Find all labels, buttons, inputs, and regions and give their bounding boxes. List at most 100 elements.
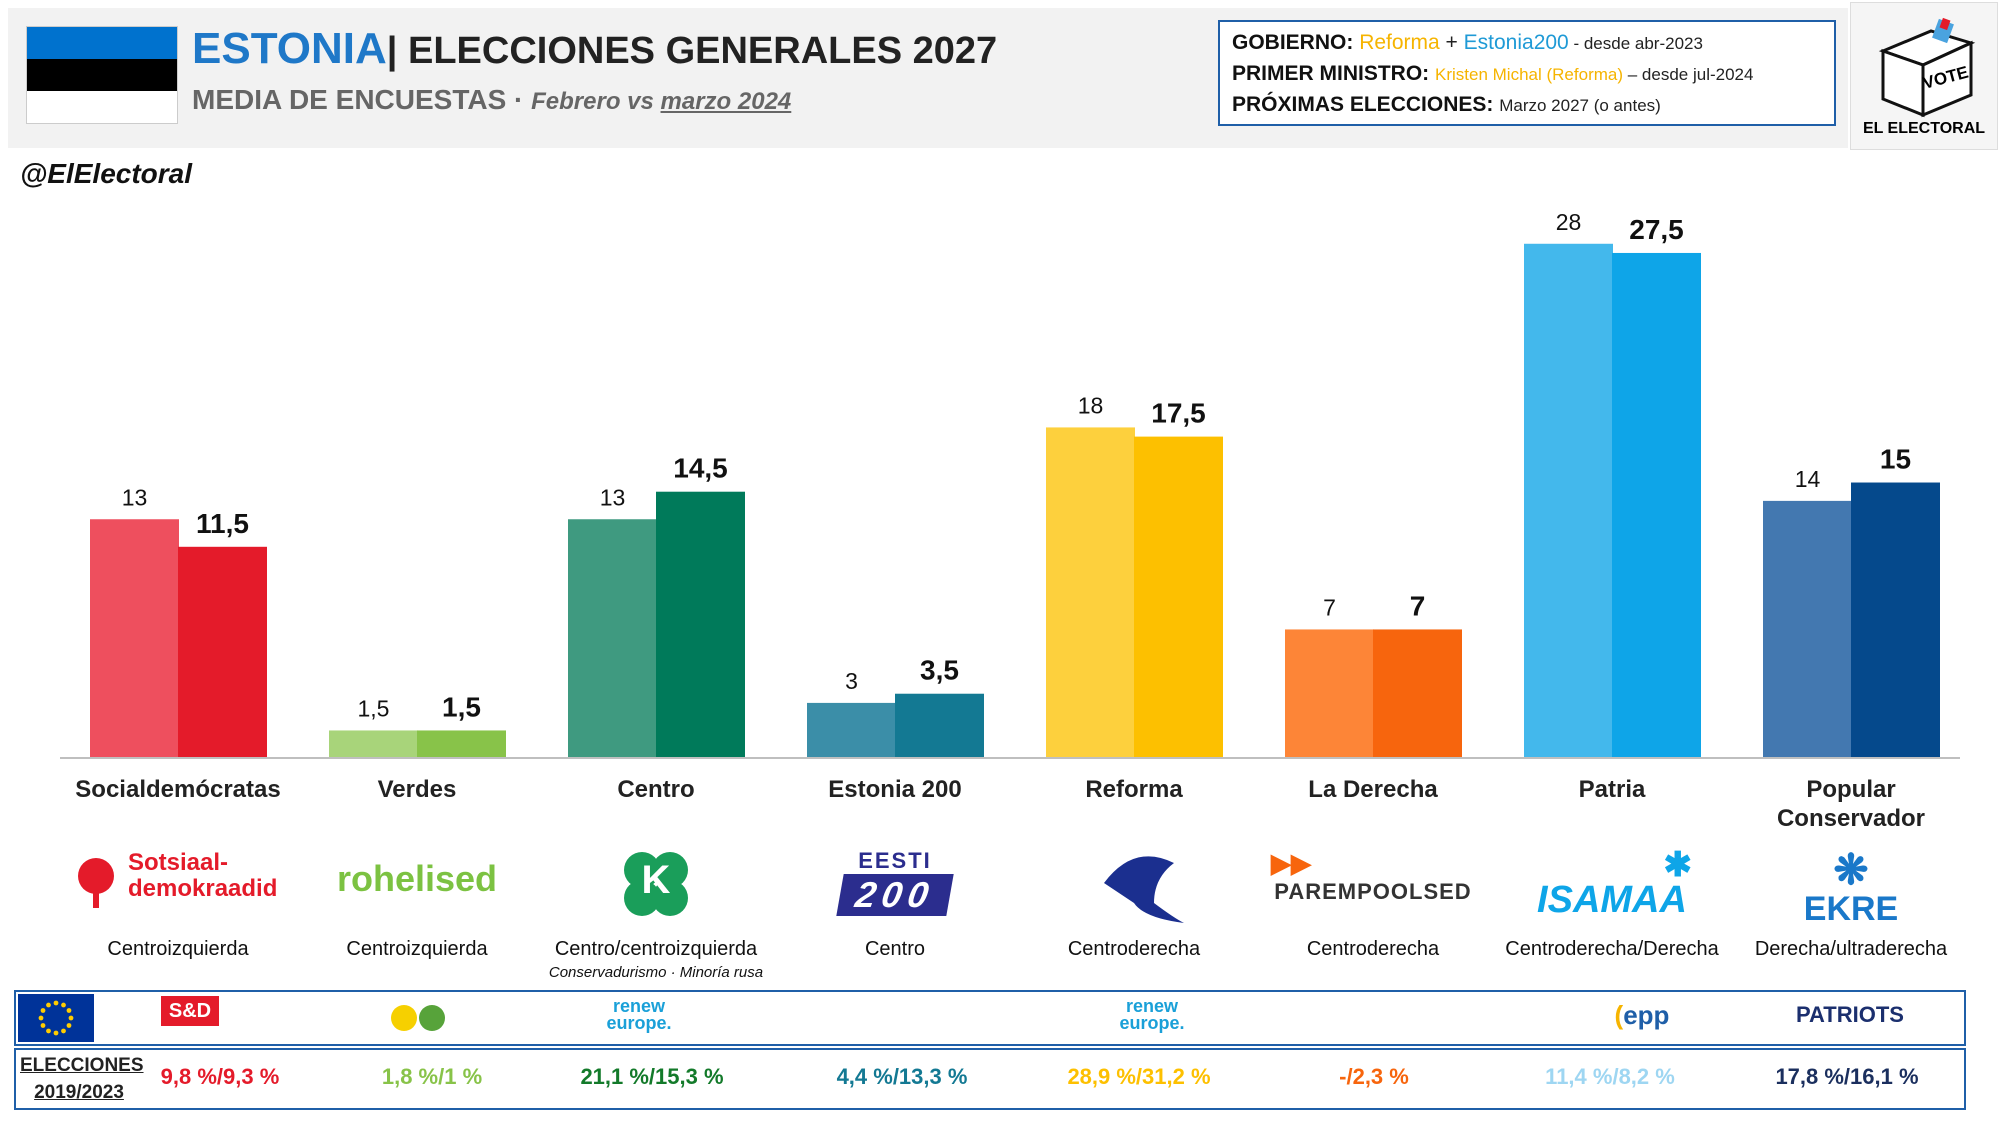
election-result: 4,4 %/13,3 %	[836, 1064, 968, 1089]
bar-previous	[807, 702, 896, 758]
bar-current	[1612, 252, 1701, 758]
pm-since: – desde jul-2024	[1623, 65, 1754, 84]
bar-current	[1134, 436, 1223, 758]
party-logo: ▶▶ PAREMPOOLSED	[1263, 848, 1483, 928]
value-label-current: 17,5	[1151, 398, 1206, 429]
next-note: (o antes)	[1589, 96, 1661, 115]
eu-group-logo: renew europe.	[606, 996, 672, 1033]
subtitle-period: Febrero vs	[531, 88, 661, 115]
eu-star	[61, 1002, 66, 1008]
ideology-label: Derecha/ultraderecha	[1754, 938, 1948, 960]
value-label-previous: 13	[122, 484, 148, 510]
eu-group-logo: (epp	[1614, 1000, 1670, 1030]
bar-current	[417, 730, 506, 758]
bar-current	[1373, 629, 1462, 758]
gov-since: - desde abr-2023	[1568, 34, 1703, 53]
elections-label: ELECCIONES 2019/2023	[20, 1052, 144, 1106]
ideology-label: Centroderecha	[1067, 938, 1201, 960]
gov-label: GOBIERNO:	[1232, 31, 1354, 54]
subtitle: MEDIA DE ENCUESTAS · Febrero vs marzo 20…	[192, 84, 791, 116]
election-result: 1,8 %/1 %	[381, 1064, 483, 1089]
election-result: -/2,3 %	[1339, 1064, 1409, 1089]
eu-star	[68, 1015, 74, 1021]
bar-current	[895, 693, 984, 758]
party-logo: EESTI 200	[785, 848, 1005, 928]
logo-200: 200	[836, 874, 954, 916]
bar-previous	[90, 519, 179, 758]
eu-group-logo: PATRIOTS	[1796, 1002, 1904, 1027]
value-label-current: 14,5	[673, 453, 728, 484]
elections-row: ELECCIONES 2019/2023 9,8 %/9,3 % 1,8 %/1 …	[14, 1048, 1966, 1110]
twitter-handle: @ElElectoral	[20, 158, 193, 189]
category-label: Verdes	[377, 776, 457, 803]
ideology-label: Centroizquierda	[346, 938, 488, 960]
title-rest: | ELECCIONES GENERALES 2027	[386, 30, 998, 72]
value-label-previous: 1,5	[358, 695, 390, 721]
value-label-current: 1,5	[442, 691, 481, 722]
bar-previous	[1524, 243, 1613, 759]
gov-party1: Reforma	[1359, 31, 1440, 54]
ballot-box-icon: VOTE EL ELECTORAL	[1863, 17, 1985, 137]
bars-group	[90, 243, 1940, 759]
pm-name: Kristen Michal (Reforma)	[1435, 65, 1624, 84]
bar-previous	[329, 730, 418, 758]
cornflower-icon: ❋	[1833, 846, 1869, 893]
category-label: Popular Conservador	[1776, 776, 1926, 832]
value-label-previous: 28	[1556, 209, 1582, 235]
party-logo: K	[546, 848, 766, 928]
subtitle-main: MEDIA DE ENCUESTAS	[192, 84, 507, 115]
estonia-flag	[26, 26, 178, 124]
category-label: La Derecha	[1308, 776, 1438, 803]
category-label: Centro	[617, 776, 695, 803]
value-labels-group: 13 11,5 1,5 1,5 13 14,5 3 3,5 18 17,5 7 7 28 27,5 14 15	[122, 209, 1911, 723]
eu-group-logo: S&D	[120, 996, 260, 1026]
election-result: 28,9 %/31,2 %	[1067, 1064, 1211, 1089]
bar-previous	[568, 519, 657, 758]
flag-stripe-white	[27, 91, 177, 123]
title-country: ESTONIA	[192, 24, 387, 73]
gov-party2: Estonia200	[1463, 31, 1569, 54]
eu-star	[66, 1008, 72, 1013]
election-result: 17,8 %/16,1 %	[1775, 1064, 1919, 1089]
ideology-label: Centroderecha/Derecha	[1505, 938, 1719, 960]
pm-line: PRIMER MINISTRO: Kristen Michal (Reforma…	[1232, 59, 1822, 90]
subtitle-sep: ·	[506, 84, 532, 115]
value-label-current: 3,5	[920, 655, 959, 686]
brand-name: EL ELECTORAL	[1863, 120, 1985, 137]
next-label: PRÓXIMAS ELECCIONES:	[1232, 93, 1494, 116]
ideology-label: Centro/centroizquierda	[554, 938, 758, 960]
flag-stripe-blue	[27, 27, 177, 59]
clover-k-icon	[624, 852, 688, 916]
elections-years: 2019/2023	[34, 1082, 124, 1103]
ideology-label: Centro	[864, 938, 926, 960]
value-label-previous: 14	[1795, 466, 1821, 492]
ideology-label: Centroizquierda	[107, 938, 249, 960]
squirrel-icon	[1104, 856, 1184, 923]
party-logo: Sotsiaal- demokraadid	[68, 848, 288, 928]
eu-star	[66, 1023, 72, 1028]
eu-star	[38, 1015, 44, 1021]
election-result: 11,4 %/8,2 %	[1545, 1064, 1675, 1089]
star-icon: ✱	[1663, 846, 1693, 884]
greens-efa-icon	[388, 1002, 452, 1039]
bar-current	[1851, 482, 1940, 758]
next-value: Marzo 2027	[1499, 96, 1589, 115]
eu-star	[40, 1023, 46, 1028]
value-label-current: 27,5	[1629, 214, 1684, 245]
bar-current	[178, 546, 267, 758]
party-logo	[1024, 848, 1244, 928]
bar-previous	[1285, 629, 1374, 758]
bar-previous	[1046, 427, 1135, 758]
value-label-previous: 3	[845, 668, 858, 694]
arrows-icon: ▶▶	[1271, 848, 1311, 878]
government-info-box: GOBIERNO: Reforma + Estonia200 - desde a…	[1218, 20, 1836, 126]
eu-star	[61, 1028, 66, 1034]
value-label-previous: 7	[1323, 594, 1336, 620]
el-electoral-logo: VOTE EL ELECTORAL	[1850, 2, 1998, 150]
category-label: Patria	[1578, 776, 1646, 803]
eu-group-logo: renew europe.	[1119, 996, 1185, 1033]
subtitle-ref: marzo 2024	[660, 88, 792, 115]
gov-plus: +	[1439, 31, 1464, 54]
party-logo-text: Sotsiaal- demokraadid	[128, 849, 278, 902]
category-label: Estonia 200	[828, 776, 962, 803]
